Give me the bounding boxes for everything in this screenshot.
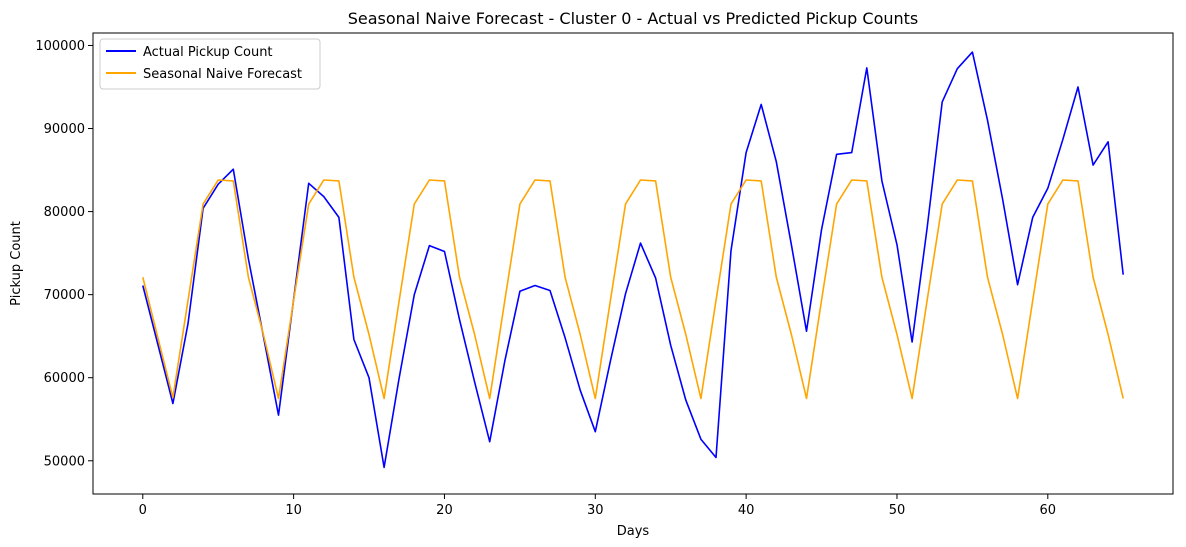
x-axis: 0 10 20 30 40 50 60 <box>139 494 1056 518</box>
x-tick-label: 40 <box>738 503 755 518</box>
legend-label-forecast: Seasonal Naive Forecast <box>143 67 302 82</box>
y-tick-label: 50000 <box>44 454 85 469</box>
y-tick-label: 80000 <box>44 205 85 220</box>
y-tick-label: 60000 <box>44 371 85 386</box>
chart-title: Seasonal Naive Forecast - Cluster 0 - Ac… <box>348 9 919 28</box>
x-tick-label: 60 <box>1040 503 1057 518</box>
legend: Actual Pickup Count Seasonal Naive Forec… <box>99 38 321 90</box>
legend-label-actual: Actual Pickup Count <box>143 45 273 60</box>
x-tick-label: 20 <box>436 503 453 518</box>
x-tick-label: 30 <box>587 503 604 518</box>
x-tick-label: 50 <box>889 503 906 518</box>
y-tick-label: 70000 <box>44 288 85 303</box>
series-line-actual <box>142 51 1124 469</box>
x-tick-label: 10 <box>285 503 302 518</box>
y-tick-label: 90000 <box>44 122 85 137</box>
series-line-forecast <box>142 179 1124 400</box>
x-tick-label: 0 <box>139 503 147 518</box>
y-tick-label: 100000 <box>35 39 85 54</box>
legend-box <box>99 38 321 90</box>
x-axis-title: Days <box>617 524 650 539</box>
series-lines <box>142 51 1124 469</box>
plot-area <box>92 32 1174 495</box>
y-axis-title: Pickup Count <box>9 221 24 306</box>
y-axis: 50000 60000 70000 80000 90000 100000 <box>35 39 93 469</box>
